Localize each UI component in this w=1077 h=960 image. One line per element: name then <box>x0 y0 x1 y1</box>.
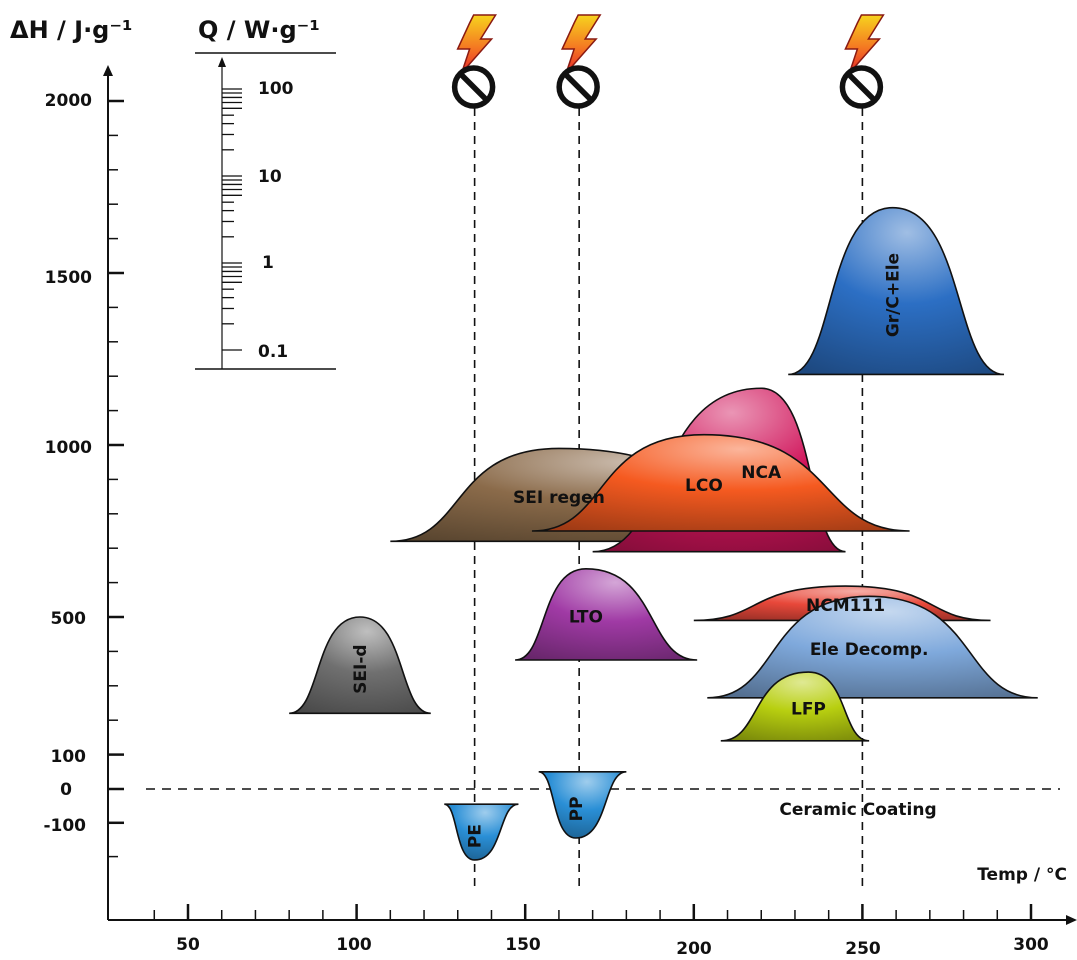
q-tick-label: 10 <box>258 167 282 187</box>
peak-label: PE <box>466 824 486 848</box>
y-tick-label: 2000 <box>45 91 92 111</box>
peak-label: LTO <box>569 607 603 627</box>
peak-label: NCA <box>741 463 782 483</box>
peak-lto <box>515 568 698 661</box>
y-tick-label: 100 <box>51 747 87 767</box>
q-scale-arrow <box>218 57 226 67</box>
y-tick-label: 500 <box>51 609 87 629</box>
peak-gr-c-ele <box>788 206 1005 376</box>
y-axis-arrow <box>103 65 113 76</box>
q-tick-label: 0.1 <box>258 342 288 362</box>
peak-sei-d <box>289 616 431 715</box>
y-axis-title: ΔH / J·g⁻¹ <box>10 16 133 44</box>
peak-label: SEI regen <box>513 488 605 508</box>
lightning-icon <box>844 14 885 74</box>
peak-label: SEI-d <box>351 644 371 693</box>
q-tick-label: 100 <box>258 79 294 99</box>
peak-label: Ele Decomp. <box>810 640 929 660</box>
x-tick-label: 50 <box>176 935 200 955</box>
x-tick-label: 300 <box>1013 935 1049 955</box>
baseline-label: Ceramic Coating <box>779 800 936 820</box>
q-scale: Q / W·g⁻¹ 100 10 1 0.1 <box>195 16 336 370</box>
y-tick-label: 1500 <box>45 268 92 288</box>
peak-pe <box>443 803 519 861</box>
prohibited-icon <box>556 65 600 109</box>
peak-ele-decomp- <box>707 595 1038 699</box>
y-tick-label: 0 <box>60 780 72 800</box>
peak-label: PP <box>567 796 587 821</box>
peak-label: Gr/C+Ele <box>884 253 904 337</box>
q-scale-title: Q / W·g⁻¹ <box>198 16 320 44</box>
lightning-icon <box>456 14 497 74</box>
x-tick-label: 200 <box>676 939 712 959</box>
lightning-icon <box>560 14 602 74</box>
x-tick-label: 250 <box>845 939 881 959</box>
x-axis-arrow <box>1066 915 1077 925</box>
peak-label: LCO <box>685 476 723 496</box>
peak-label: LFP <box>791 699 826 719</box>
prohibited-icon <box>839 65 884 109</box>
y-tick-label: -100 <box>43 816 86 836</box>
prohibited-icon <box>451 65 496 109</box>
peak-pp <box>538 771 627 839</box>
x-tick-label: 150 <box>505 935 541 955</box>
peak-lfp <box>720 671 870 742</box>
q-tick-label: 1 <box>262 253 274 273</box>
y-tick-label: 1000 <box>45 438 92 458</box>
peak-label: NCM111 <box>806 596 885 616</box>
x-tick-label: 100 <box>336 935 372 955</box>
peak-lco <box>531 433 910 532</box>
x-axis-title: Temp / °C <box>977 865 1067 885</box>
